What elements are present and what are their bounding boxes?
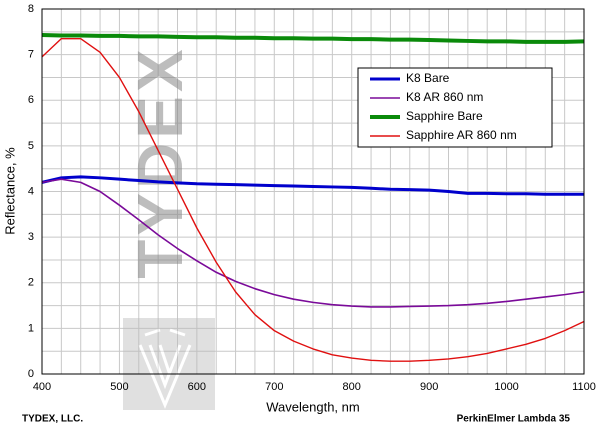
footer-right: PerkinElmer Lambda 35 [457,414,571,425]
x-tick-label: 800 [343,381,361,393]
x-tick-label: 900 [420,381,438,393]
x-tick-label: 600 [188,381,206,393]
x-tick-label: 400 [33,381,51,393]
legend-label: Sapphire Bare [406,109,483,123]
series-line [41,33,585,44]
y-axis-label: Reflectance, % [2,147,17,235]
series-line [41,175,584,196]
y-tick-label: 7 [28,49,34,61]
logo-mark [138,328,192,409]
y-tick-label: 4 [28,185,34,197]
watermark-logo [123,318,215,410]
legend-label: Sapphire AR 860 nm [406,128,517,142]
y-tick-label: 6 [28,94,34,106]
watermark: TYDEX [124,45,196,278]
x-axis-label: Wavelength, nm [266,399,359,414]
series-line [41,178,585,308]
legend-box [357,67,553,148]
x-tick-label: 700 [265,381,283,393]
y-tick-label: 0 [28,368,34,380]
footer-left: TYDEX, LLC. [22,414,83,425]
y-tick-label: 2 [28,277,34,289]
y-tick-label: 5 [28,140,34,152]
x-tick-label: 1100 [572,381,596,393]
lines [41,33,585,362]
legend: K8 Bare K8 AR 860 nm Sapphire Bare Sapphire… [357,67,553,148]
legend-label: K8 AR 860 nm [406,90,483,104]
legend-label: K8 Bare [406,71,450,85]
y-tick-label: 1 [28,322,34,334]
x-tick-label: 500 [110,381,128,393]
y-tick-label: 3 [28,231,34,243]
series-line [41,37,585,362]
logo-box [123,318,215,410]
y-tick-label: 8 [28,3,34,15]
plot-frame [41,8,585,375]
x-tick-label: 1000 [494,381,518,393]
